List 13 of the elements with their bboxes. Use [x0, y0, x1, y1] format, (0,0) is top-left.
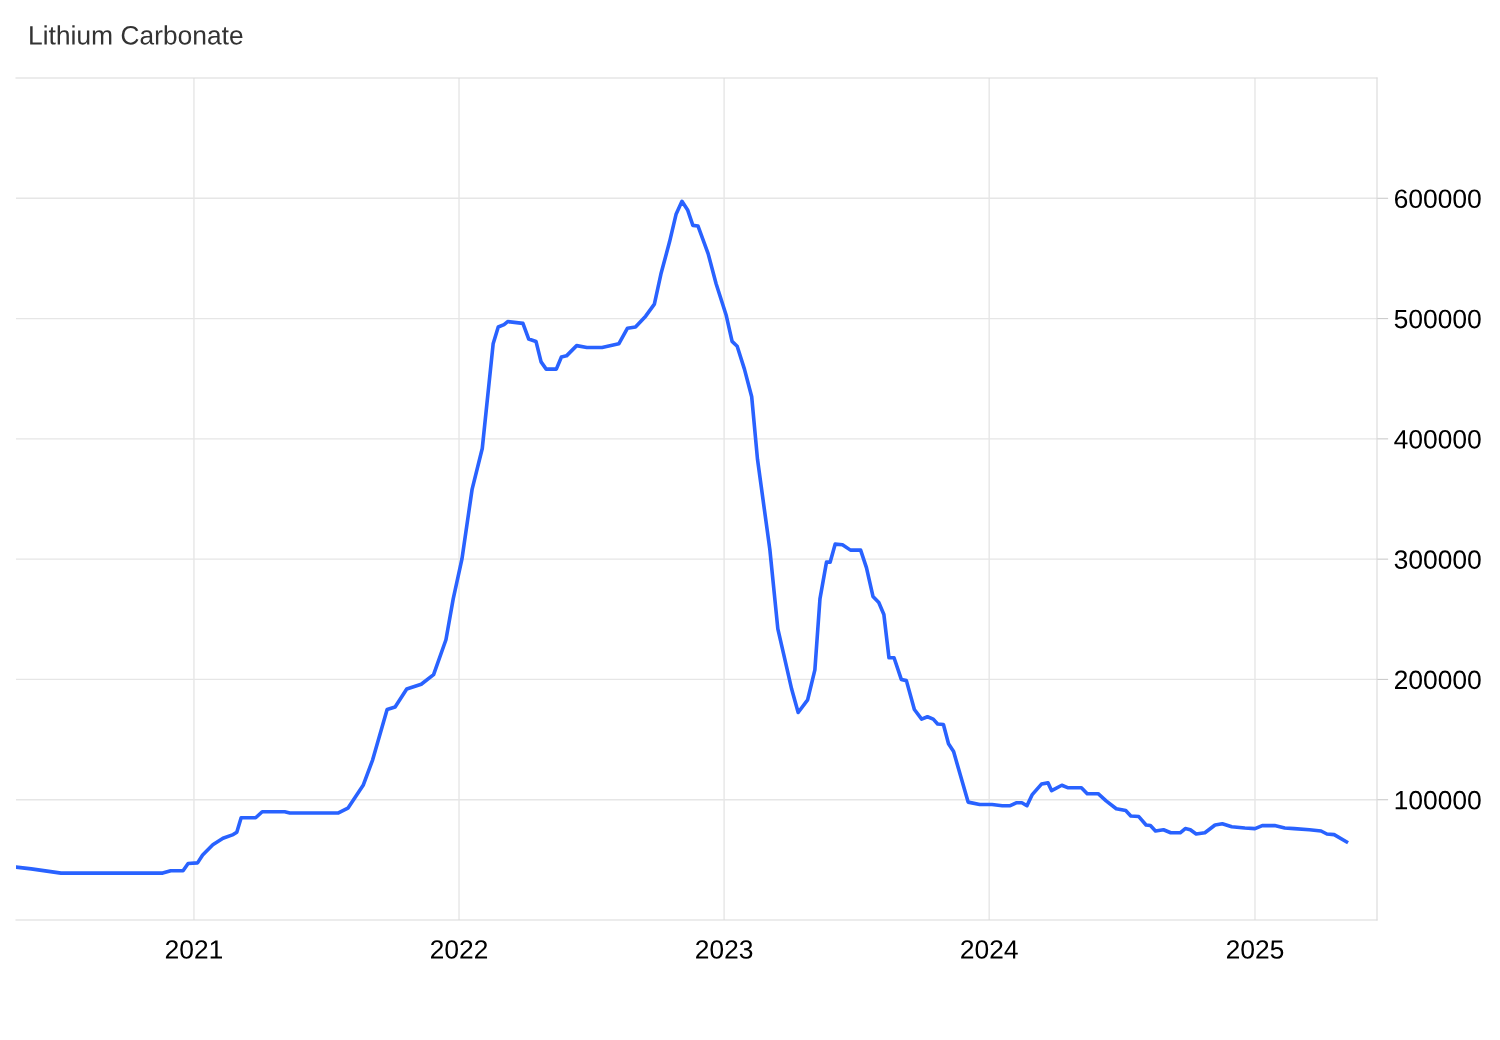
y-tick-label: 200000 — [1394, 670, 1481, 690]
y-tick-label: 600000 — [1395, 189, 1481, 209]
y-tick-label: 400000 — [1394, 429, 1481, 449]
line-series — [16, 199, 1349, 875]
x-tick-label: 2024 — [961, 940, 1018, 959]
x-tick-label: 2021 — [165, 940, 222, 959]
x-tick-label: 2023 — [696, 940, 753, 959]
y-tick-label: 100000 — [1395, 790, 1481, 810]
y-tick-label: 300000 — [1394, 550, 1481, 569]
x-tick-label: 2025 — [1226, 940, 1284, 959]
y-tick-label: 500000 — [1394, 309, 1481, 329]
x-tick-label: 2022 — [430, 940, 488, 959]
chart-title: Lithium Carbonate — [30, 25, 243, 45]
